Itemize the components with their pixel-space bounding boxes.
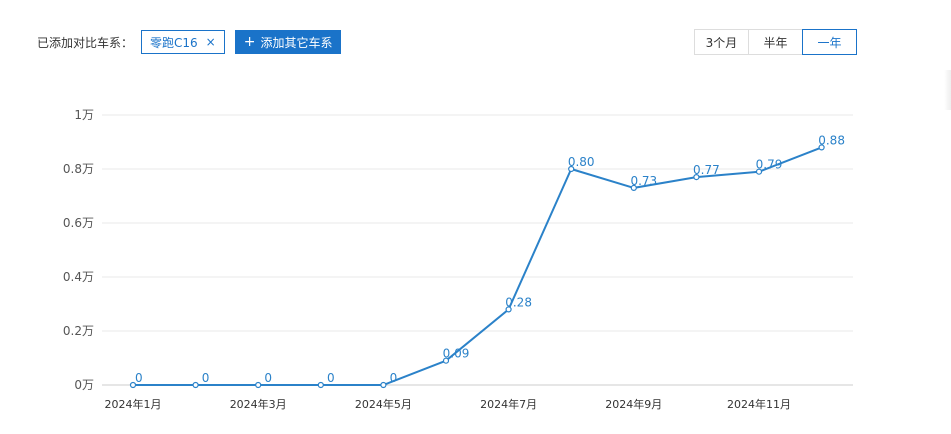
range-half-year[interactable]: 半年	[748, 29, 803, 55]
data-label: 0.77	[693, 163, 720, 177]
add-series-button-label: 添加其它车系	[260, 35, 333, 50]
compare-tag[interactable]: 零跑C16 ×	[141, 30, 225, 54]
compare-label: 已添加对比车系：	[37, 35, 134, 50]
y-tick-label: 0万	[74, 378, 94, 392]
data-point	[380, 381, 387, 389]
compare-tag-label: 零跑C16	[150, 35, 198, 50]
data-point	[192, 381, 199, 389]
y-tick-label: 1万	[74, 108, 94, 122]
x-tick-label: 2024年1月	[105, 397, 162, 411]
x-tick-label: 2024年9月	[605, 397, 662, 411]
series-line	[133, 146, 822, 386]
data-label: 0.80	[568, 155, 595, 169]
data-point	[818, 144, 825, 151]
data-label: 0.09	[443, 347, 470, 361]
data-point	[505, 306, 512, 313]
data-label: 0.88	[818, 133, 845, 147]
data-label: 0	[327, 371, 335, 385]
data-label: 0	[202, 371, 210, 385]
data-point	[755, 168, 763, 175]
compare-toolbar: 已添加对比车系： 零跑C16 × + 添加其它车系	[37, 28, 342, 56]
data-point	[693, 174, 700, 181]
x-tick-label: 2024年7月	[480, 397, 537, 411]
side-panel-edge	[944, 70, 951, 110]
data-label: 0	[390, 371, 398, 385]
x-tick-label: 2024年5月	[355, 397, 412, 411]
data-label: 0.73	[630, 174, 657, 188]
y-tick-label: 0.8万	[63, 162, 94, 176]
x-tick-label: 2024年11月	[727, 397, 791, 411]
data-point	[442, 357, 450, 364]
data-label: 0.79	[756, 158, 783, 172]
data-point	[630, 184, 637, 191]
y-tick-label: 0.4万	[63, 270, 94, 284]
plus-icon: +	[243, 34, 256, 50]
range-one-year[interactable]: 一年	[802, 29, 857, 55]
data-label: 0	[264, 371, 272, 385]
data-point	[568, 165, 575, 173]
y-tick-label: 0.6万	[63, 216, 94, 230]
data-point	[255, 381, 262, 389]
range-selector: 3个月 半年 一年	[694, 29, 857, 55]
data-label: 0.28	[505, 295, 532, 309]
close-icon[interactable]: ×	[205, 35, 216, 49]
x-tick-label: 2024年3月	[230, 397, 287, 411]
data-label: 0	[135, 371, 143, 385]
data-point	[317, 381, 324, 389]
y-tick-label: 0.2万	[63, 324, 94, 338]
add-series-button[interactable]: + 添加其它车系	[234, 30, 342, 54]
data-point	[129, 381, 137, 389]
